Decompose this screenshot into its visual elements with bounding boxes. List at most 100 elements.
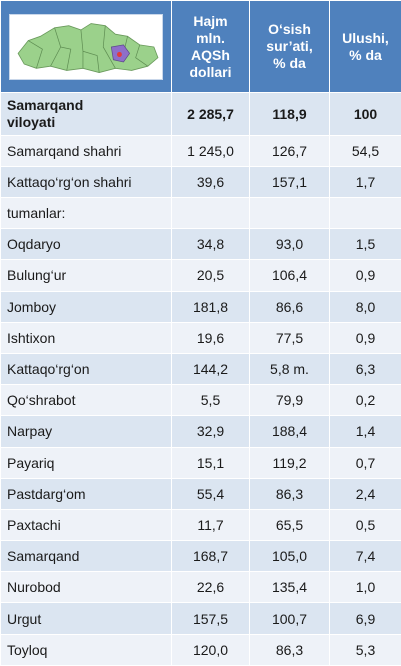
volume-value: 1 245,0 — [171, 134, 250, 167]
share-header-line: Ulushi, — [342, 29, 389, 46]
table-row: Qo‘shrabot 5,5 79,9 0,2 — [0, 384, 401, 417]
region-name-cell: Samarqand viloyati — [0, 92, 172, 136]
volume-value: 19,6 — [171, 321, 250, 354]
volume-value: 22,6 — [171, 571, 250, 604]
district-name: Samarqand shahri — [0, 134, 172, 167]
volume-value — [171, 196, 250, 230]
total-share: 100 — [329, 92, 401, 136]
share-value: 1,0 — [329, 571, 401, 604]
header-row: Hajm mln. AQSh dollari O‘sish sur’ati, %… — [0, 0, 401, 93]
district-name: Payariq — [0, 446, 172, 479]
map-header-cell — [0, 0, 172, 93]
growth-value: 106,4 — [249, 259, 330, 292]
table-row: Nurobod 22,6 135,4 1,0 — [0, 571, 401, 604]
growth-value: 157,1 — [249, 165, 330, 199]
growth-value: 79,9 — [249, 384, 330, 417]
share-value: 1,4 — [329, 415, 401, 448]
table-row: Kattaqo‘rg‘on shahri 39,6 157,1 1,7 — [0, 165, 401, 199]
district-name: Nurobod — [0, 571, 172, 604]
share-value: 1,7 — [329, 165, 401, 199]
table-row: Samarqand 168,7 105,0 7,4 — [0, 540, 401, 573]
share-value: 0,5 — [329, 508, 401, 542]
share-value: 6,3 — [329, 352, 401, 386]
region-name-line: viloyati — [7, 113, 56, 130]
table-row: Pastdarg‘om 55,4 86,3 2,4 — [0, 477, 401, 510]
district-name: tumanlar: — [0, 196, 172, 230]
volume-value: 11,7 — [171, 508, 250, 542]
district-name: Ishtixon — [0, 321, 172, 354]
share-value: 0,7 — [329, 446, 401, 479]
growth-header: O‘sish sur’ati, % da — [249, 0, 330, 93]
growth-value: 188,4 — [249, 415, 330, 448]
growth-value: 119,2 — [249, 446, 330, 479]
table-row: Bulung‘ur 20,5 106,4 0,9 — [0, 259, 401, 292]
table-row: Oqdaryo 34,8 93,0 1,5 — [0, 228, 401, 261]
table-row: tumanlar: — [0, 196, 401, 230]
share-value: 0,2 — [329, 384, 401, 417]
volume-value: 168,7 — [171, 540, 250, 573]
district-name: Kattaqo‘rg‘on shahri — [0, 165, 172, 199]
table-row: Toyloq 120,0 86,3 5,3 — [0, 633, 401, 666]
volume-value: 20,5 — [171, 259, 250, 292]
volume-header: Hajm mln. AQSh dollari — [171, 0, 250, 93]
volume-header-line: Hajm — [193, 12, 228, 29]
total-volume: 2 285,7 — [171, 92, 250, 136]
district-name: Toyloq — [0, 633, 172, 666]
district-name: Bulung‘ur — [0, 259, 172, 292]
district-name: Pastdarg‘om — [0, 477, 172, 510]
share-value: 8,0 — [329, 290, 401, 323]
volume-value: 157,5 — [171, 602, 250, 635]
district-name: Jomboy — [0, 290, 172, 323]
share-header-line: % da — [349, 46, 382, 63]
volume-value: 181,8 — [171, 290, 250, 323]
volume-value: 32,9 — [171, 415, 250, 448]
share-value: 6,9 — [329, 602, 401, 635]
growth-value: 105,0 — [249, 540, 330, 573]
volume-value: 5,5 — [171, 384, 250, 417]
table-row: Payariq 15,1 119,2 0,7 — [0, 446, 401, 479]
share-value: 0,9 — [329, 259, 401, 292]
share-value — [329, 196, 401, 230]
share-value: 7,4 — [329, 540, 401, 573]
region-name-line: Samarqand — [7, 96, 84, 113]
district-name: Narpay — [0, 415, 172, 448]
volume-value: 39,6 — [171, 165, 250, 199]
volume-header-line: dollari — [189, 63, 232, 80]
district-name: Urgut — [0, 602, 172, 635]
table-row: Samarqand shahri 1 245,0 126,7 54,5 — [0, 134, 401, 167]
share-value: 54,5 — [329, 134, 401, 167]
table-row: Narpay 32,9 188,4 1,4 — [0, 415, 401, 448]
growth-value: 93,0 — [249, 228, 330, 261]
growth-header-line: sur’ati, — [266, 38, 313, 54]
volume-value: 120,0 — [171, 633, 250, 666]
district-name: Qo‘shrabot — [0, 384, 172, 417]
share-value: 1,5 — [329, 228, 401, 261]
volume-value: 144,2 — [171, 352, 250, 386]
growth-value: 135,4 — [249, 571, 330, 604]
volume-value: 15,1 — [171, 446, 250, 479]
growth-value: 77,5 — [249, 321, 330, 354]
volume-header-line: mln. — [196, 29, 225, 46]
growth-value: 126,7 — [249, 134, 330, 167]
table-row: Paxtachi 11,7 65,5 0,5 — [0, 508, 401, 542]
growth-header-line: % da — [273, 55, 306, 71]
growth-value: 65,5 — [249, 508, 330, 542]
total-growth: 118,9 — [249, 92, 330, 136]
growth-value: 5,8 m. — [249, 352, 330, 386]
share-value: 5,3 — [329, 633, 401, 666]
district-name: Samarqand — [0, 540, 172, 573]
growth-value: 86,6 — [249, 290, 330, 323]
district-name: Oqdaryo — [0, 228, 172, 261]
volume-value: 55,4 — [171, 477, 250, 510]
growth-value — [249, 196, 330, 230]
growth-value: 86,3 — [249, 477, 330, 510]
table-row: Kattaqo‘rg‘on 144,2 5,8 m. 6,3 — [0, 352, 401, 386]
table-row: Urgut 157,5 100,7 6,9 — [0, 602, 401, 635]
share-value: 2,4 — [329, 477, 401, 510]
volume-value: 34,8 — [171, 228, 250, 261]
growth-value: 86,3 — [249, 633, 330, 666]
region-map-icon — [9, 13, 163, 80]
district-name: Paxtachi — [0, 508, 172, 542]
table-row: Jomboy 181,8 86,6 8,0 — [0, 290, 401, 323]
